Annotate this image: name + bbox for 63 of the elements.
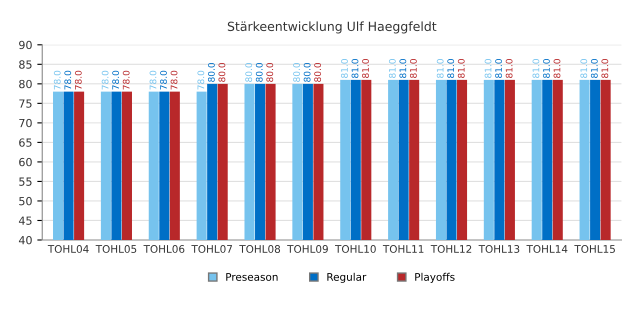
x-tick-label: TOHL06 [144,245,184,253]
y-tick-label: 45 [18,216,32,225]
data-label: 81.0 [362,59,369,78]
x-tick-label: TOHL09 [287,245,328,253]
x-tick-label: TOHL10 [335,245,376,253]
y-tick-label: 70 [19,118,32,128]
data-label: 81.0 [543,59,550,78]
data-label: 81.0 [554,59,560,78]
y-tick-label: 85 [19,60,32,69]
y-tick-label: 75 [19,99,32,108]
data-label: 81.0 [447,59,454,78]
legend-label: Preseason [226,273,278,281]
data-label: 81.0 [590,59,598,78]
data-label: 81.0 [388,59,396,78]
data-label: 81.0 [532,59,540,78]
legend-label: Regular [327,272,366,283]
y-tick-label: 90 [19,40,32,50]
x-tick-label: TOHL04 [48,245,89,253]
data-label: 78.0 [160,70,167,90]
data-label: 80.0 [245,62,252,82]
y-tick-label: 65 [19,138,32,147]
data-label: 78.0 [150,70,156,90]
data-label: 78.0 [102,70,109,90]
data-label: 80.0 [293,62,300,82]
data-label: 81.0 [352,59,358,78]
data-label: 80.0 [256,62,263,82]
y-tick-label: 40 [18,236,32,244]
data-label: 78.0 [64,70,72,90]
data-label: 80.0 [304,62,311,82]
data-label: 81.0 [601,59,608,78]
data-label: 81.0 [458,59,465,78]
data-label: 78.0 [112,70,120,90]
x-tick-label: TOHL08 [239,245,280,253]
data-label: 81.0 [436,59,444,78]
data-label: 80.0 [266,62,274,82]
data-label: 81.0 [410,59,417,78]
x-tick-label: TOHL11 [382,245,424,253]
data-label: 81.0 [580,59,588,78]
x-tick-label: TOHL05 [96,245,136,253]
x-tick-label: TOHL12 [430,245,472,253]
x-tick-label: TOHL14 [526,245,568,253]
data-label: 81.0 [399,59,406,78]
data-label: 81.0 [506,59,513,78]
y-tick-label: 80 [19,80,32,88]
y-tick-label: 55 [19,178,32,186]
data-label: 78.0 [74,70,82,90]
data-label: 81.0 [484,59,492,78]
data-label: 80.0 [314,62,322,82]
data-label: 78.0 [122,70,130,90]
y-tick-label: 50 [19,196,32,206]
x-tick-label: TOHL13 [478,245,520,253]
data-label: 78.0 [170,70,178,90]
data-label: 80.0 [218,62,226,82]
chart-title: Stärkeentwicklung Ulf Haeggfeldt [228,21,436,34]
y-tick-label: 60 [19,158,32,166]
data-label: 80.0 [208,62,215,82]
data-label: 78.0 [54,70,61,90]
x-tick-label: TOHL07 [191,245,232,253]
x-tick-label: TOHL15 [574,245,615,253]
data-label: 78.0 [197,70,204,90]
data-label: 81.0 [341,59,348,78]
data-label: 81.0 [495,59,502,78]
legend-label: Playoffs [415,272,455,283]
